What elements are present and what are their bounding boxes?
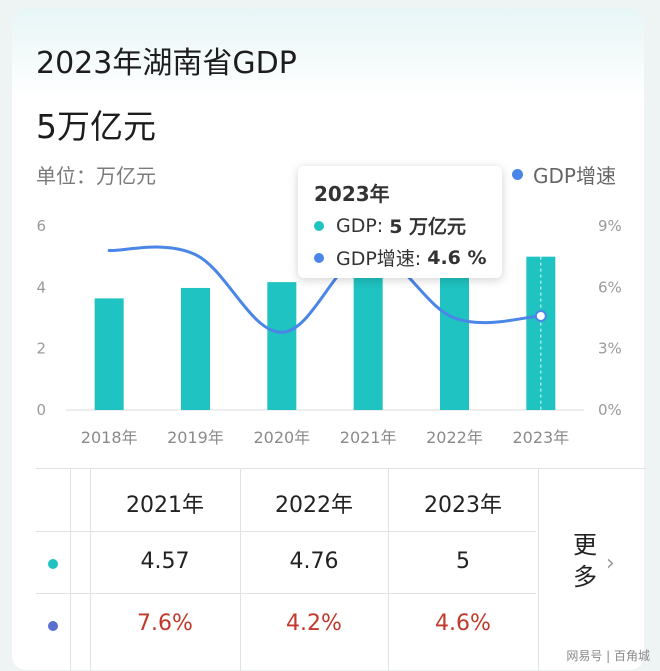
y-right-tick-label: 9% — [598, 217, 622, 235]
bar — [267, 282, 297, 410]
growth-series-line — [107, 245, 543, 334]
table-divider — [538, 469, 539, 671]
growth-row-dot-icon — [48, 621, 58, 631]
table-divider — [388, 469, 389, 671]
combo-chart[interactable]: 0 2 4 6 0% 3% 6% 9% 2018年 2019年 2020年 2021年 2022年 202… — [0, 0, 660, 470]
growth-point-highlight — [534, 309, 547, 322]
y-left-tick-label: 2 — [36, 340, 46, 358]
chevron-right-icon[interactable]: › — [606, 551, 615, 576]
y-right-tick-label: 3% — [598, 340, 622, 358]
page-title: 2023年湖南省GDP — [36, 46, 297, 81]
tooltip-gdp-label: GDP: — [336, 214, 384, 237]
table-cell-gdp: 4.57 — [140, 549, 190, 574]
tooltip-row-gdp: GDP: 5 万亿元 — [314, 212, 466, 239]
y-left-tick-label: 4 — [36, 278, 46, 296]
gdp-dot-icon — [314, 220, 324, 231]
legend-gdp-growth[interactable]: GDP增速 — [512, 160, 616, 189]
bar — [181, 287, 210, 410]
legend-dot-icon — [512, 169, 523, 180]
table-divider — [90, 469, 91, 671]
bar — [440, 264, 469, 410]
tooltip-gdp-value: 5 万亿元 — [389, 216, 467, 238]
table-cell-growth: 4.2% — [286, 611, 342, 636]
tooltip-growth-label: GDP增速: — [336, 248, 422, 270]
y-right-tick-label: 6% — [598, 278, 622, 296]
table-header-year: 2022年 — [275, 493, 353, 518]
headline-value: 5万亿元 — [36, 107, 156, 146]
bar — [94, 298, 124, 410]
bar — [353, 269, 383, 410]
table-cell-gdp: 5 — [456, 549, 470, 574]
chart-tooltip: 2023年 GDP: 5 万亿元 GDP增速: 4.6 % — [298, 166, 502, 278]
bar — [526, 256, 556, 410]
table-divider — [36, 593, 536, 594]
table-cell-growth: 7.6% — [137, 611, 193, 636]
table-divider — [36, 531, 536, 532]
x-tick-label: 2021年 — [340, 428, 397, 447]
x-tick-label: 2018年 — [81, 428, 138, 447]
table-header-year: 2023年 — [424, 493, 502, 518]
y-right-tick-label: 0% — [598, 401, 622, 419]
y-left-tick-label: 6 — [36, 217, 46, 235]
legend-label: GDP增速 — [533, 164, 616, 188]
footer-watermark: 网易号 | 百角城 — [566, 649, 650, 663]
x-tick-label: 2019年 — [167, 428, 224, 447]
unit-label: 单位：万亿元 — [36, 164, 156, 188]
table-cell-gdp: 4.76 — [289, 549, 339, 574]
growth-dot-icon — [314, 252, 324, 263]
gdp-row-dot-icon — [48, 559, 58, 569]
table-divider — [240, 469, 241, 671]
tooltip-row-growth: GDP增速: 4.6 % — [314, 244, 487, 271]
more-button[interactable]: 更多 — [573, 531, 597, 591]
x-tick-label: 2023年 — [512, 428, 569, 447]
tooltip-growth-value: 4.6 % — [427, 246, 487, 269]
tooltip-title: 2023年 — [314, 182, 390, 206]
table-cell-growth: 4.6% — [435, 611, 491, 636]
table-divider — [70, 469, 71, 671]
data-table: 2021年 2022年 2023年 4.57 4.76 5 7.6% 4.2% … — [36, 468, 646, 671]
y-left-tick-label: 0 — [36, 401, 46, 419]
x-tick-label: 2020年 — [253, 428, 310, 447]
table-header-year: 2021年 — [126, 493, 204, 518]
x-tick-label: 2022年 — [426, 428, 483, 447]
